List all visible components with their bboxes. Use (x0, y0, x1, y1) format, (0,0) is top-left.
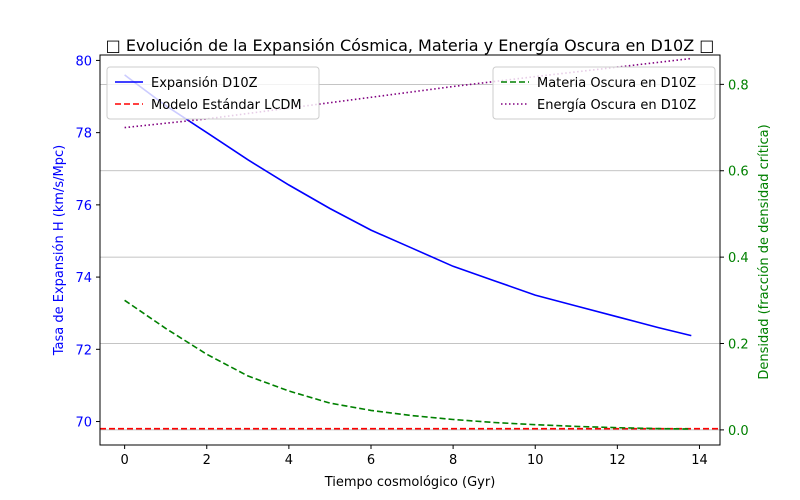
x-axis: 0 2 4 6 8 10 12 14 (120, 445, 708, 468)
x-axis-label: Tiempo cosmológico (Gyr) (324, 475, 496, 490)
legend-label: Materia Oscura en D10Z (537, 76, 696, 91)
legend-label: Energía Oscura en D10Z (537, 98, 696, 113)
x-tick-label: 6 (367, 453, 375, 468)
y-axis-left-label: Tasa de Expansión H (km/s/Mpc) (52, 145, 67, 356)
legend-box (106, 66, 320, 120)
legend-left: Expansión D10Z Modelo Estándar LCDM (106, 66, 320, 120)
x-tick-label: 14 (691, 453, 708, 468)
grid-lines (100, 83, 720, 431)
y-right-tick-label: 0.4 (728, 251, 749, 266)
y-right-tick-label: 0.2 (728, 338, 749, 353)
x-tick-label: 12 (609, 453, 626, 468)
chart-title: □ Evolución de la Expansión Cósmica, Mat… (106, 36, 715, 55)
y-left-tick-label: 80 (75, 54, 92, 69)
y-left-tick-label: 78 (75, 127, 92, 142)
legend-box (492, 66, 716, 120)
y-right-tick-label: 0.6 (728, 165, 749, 180)
x-tick-label: 0 (120, 453, 128, 468)
y-right-tick-label: 0.8 (728, 78, 749, 93)
legend-label: Expansión D10Z (151, 76, 258, 91)
y-right-tick-label: 0.0 (728, 424, 749, 439)
y-left-tick-label: 72 (75, 343, 92, 358)
legend-label: Modelo Estándar LCDM (151, 98, 302, 113)
series-line-materia-oscura-en-d10z (124, 299, 692, 430)
y-left-tick-label: 76 (75, 199, 92, 214)
y-axis-right-label: Densidad (fracción de densidad crítica) (757, 124, 772, 379)
x-tick-label: 8 (449, 453, 457, 468)
y-left-tick-label: 70 (75, 416, 92, 431)
x-tick-label: 10 (527, 453, 544, 468)
y-left-tick-label: 74 (75, 271, 92, 286)
series-line-expansion-d10z (124, 74, 692, 337)
y-axis-right: 0.0 0.2 0.4 0.6 0.8 (720, 78, 749, 439)
x-tick-label: 4 (285, 453, 293, 468)
legend-right: Materia Oscura en D10Z Energía Oscura en … (492, 66, 716, 120)
x-tick-label: 2 (203, 453, 211, 468)
plot-frame (99, 54, 721, 446)
y-axis-left: 70 72 74 76 78 80 (75, 54, 100, 431)
